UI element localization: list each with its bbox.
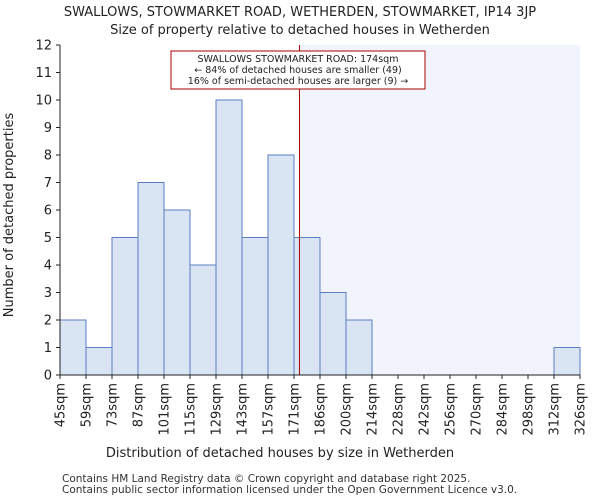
bars (59, 99, 581, 376)
x-tick-label: 45sqm (54, 383, 69, 427)
x-tick-label: 73sqm (106, 383, 121, 427)
y-tick-label: 9 (44, 121, 52, 136)
y-axis-label: Number of detached properties (2, 113, 17, 318)
x-tick-label: 129sqm (210, 383, 225, 436)
x-tick-label: 186sqm (314, 383, 329, 436)
bar (241, 237, 269, 376)
y-tick-label: 7 (44, 176, 52, 191)
x-tick-label: 200sqm (340, 383, 355, 436)
footer-line-2: Contains public sector information licen… (62, 484, 518, 496)
x-tick-label: 101sqm (158, 383, 173, 436)
footer-line-1: Contains HM Land Registry data © Crown c… (62, 473, 471, 485)
annotation-box-border (170, 50, 426, 90)
x-tick-label: 312sqm (548, 383, 563, 436)
y-tick-label: 3 (44, 286, 52, 301)
annotation-box: SWALLOWS STOWMARKET ROAD: 174sqm ← 84% o… (170, 50, 426, 90)
bar (267, 154, 295, 376)
plot-frame (59, 45, 580, 376)
y-tick-label: 1 (44, 341, 52, 356)
y-tick-label: 10 (35, 94, 52, 109)
x-tick-label: 115sqm (184, 383, 199, 436)
bar (59, 319, 87, 376)
bar (215, 99, 243, 376)
bar (189, 264, 217, 376)
x-tick-label: 59sqm (80, 383, 95, 427)
x-tick-label: 256sqm (444, 383, 459, 436)
y-tick-label: 2 (44, 314, 52, 329)
y-tick-label: 12 (35, 39, 52, 54)
x-tick-label: 326sqm (574, 383, 589, 436)
y-tick-label: 6 (44, 204, 52, 219)
chart-subtitle: Size of property relative to detached ho… (110, 23, 490, 38)
x-axis: 45sqm 59sqm 73sqm 87sqm 101sqm 115sqm 129sqm 14… (54, 375, 589, 436)
bar (111, 237, 139, 376)
annotation-line-1: SWALLOWS STOWMARKET ROAD: 174sqm (198, 54, 399, 65)
chart-title: SWALLOWS, STOWMARKET ROAD, WETHERDEN, ST… (64, 5, 536, 20)
x-tick-label: 228sqm (392, 383, 407, 436)
y-tick-label: 11 (35, 66, 52, 81)
x-tick-label: 214sqm (366, 383, 381, 436)
annotation-line-2: ← 84% of detached houses are smaller (49… (194, 65, 401, 76)
y-tick-label: 8 (44, 149, 52, 164)
annotation-line-3: 16% of semi-detached houses are larger (… (188, 76, 408, 87)
x-tick-label: 284sqm (496, 383, 511, 436)
x-tick-label: 143sqm (236, 383, 251, 436)
bar (553, 347, 581, 376)
bar (85, 347, 113, 376)
x-tick-label: 270sqm (470, 383, 485, 436)
x-tick-label: 171sqm (288, 383, 303, 436)
bar (293, 237, 321, 376)
bar (137, 182, 165, 376)
bar (319, 292, 347, 376)
y-tick-label: 4 (44, 259, 52, 274)
y-tick-label: 5 (44, 231, 52, 246)
x-tick-label: 157sqm (262, 383, 277, 436)
bar (345, 319, 373, 376)
x-tick-label: 87sqm (132, 383, 147, 427)
y-tick-label: 0 (44, 369, 52, 384)
bar (163, 209, 191, 376)
x-axis-label: Distribution of detached houses by size … (106, 446, 454, 461)
x-tick-label: 242sqm (418, 383, 433, 436)
x-tick-label: 298sqm (522, 383, 537, 436)
